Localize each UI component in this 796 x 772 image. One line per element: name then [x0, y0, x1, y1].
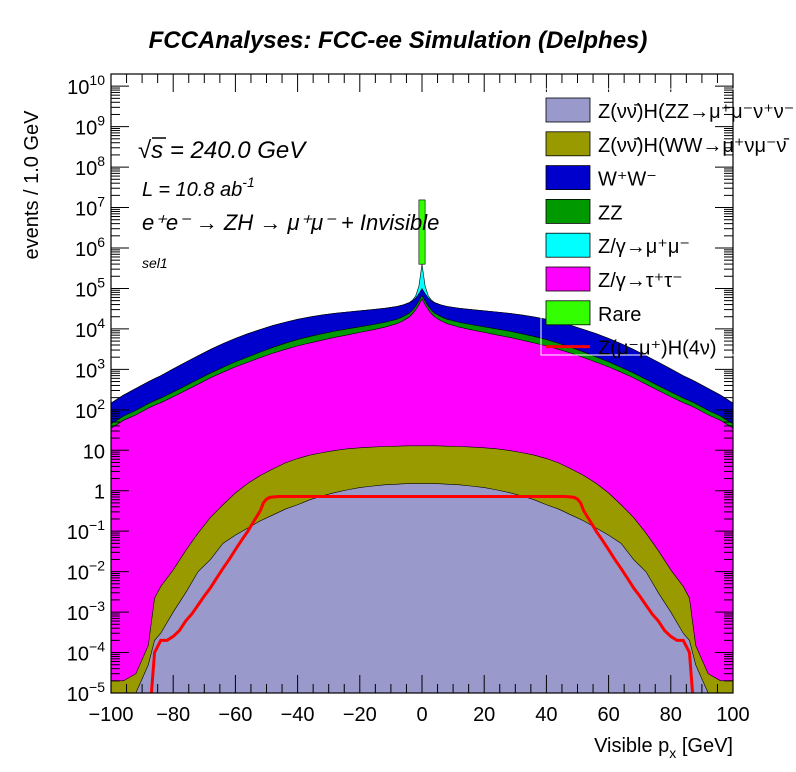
- legend-label: Rare: [598, 304, 641, 326]
- legend: Z(νν̄)H(ZZ→μ⁺μ⁻ν⁺ν⁻ Z(νν̄)H(WW→μ⁺νμ⁻ν̄ W⁺W…: [540, 88, 794, 360]
- y-tick-label: 105: [75, 274, 105, 301]
- y-tick-label: 10−4: [67, 639, 105, 666]
- sqrt-s-annotation: √s = 240.0 GeV: [138, 137, 307, 164]
- sqrt-s-text: s = 240.0 GeV: [151, 137, 307, 164]
- x-tick-label: 20: [473, 704, 495, 726]
- x-axis-label: Visible px [GeV]: [594, 735, 733, 761]
- y-tick-label: 10−1: [67, 517, 105, 544]
- legend-swatch: [545, 266, 591, 292]
- x-tick-label: 100: [716, 704, 749, 726]
- y-tick-label: 10−2: [67, 558, 105, 585]
- x-tick-label: −40: [281, 704, 315, 726]
- x-tick-label: 80: [660, 704, 682, 726]
- x-axis-label-main: Visible p: [594, 735, 669, 757]
- legend-swatch: [545, 165, 591, 191]
- y-tick-label: 1: [94, 482, 105, 504]
- x-tick-label: 60: [597, 704, 619, 726]
- legend-swatch: [545, 232, 591, 258]
- y-tick-label: 109: [75, 113, 105, 140]
- y-tick-label: 10−5: [67, 679, 105, 706]
- y-tick-label: 107: [75, 194, 105, 221]
- lumi-exp: -1: [242, 174, 254, 190]
- legend-swatch: [545, 131, 591, 157]
- y-tick-label: 102: [75, 396, 105, 423]
- y-tick-label: 104: [75, 315, 105, 342]
- lumi-annotation: L = 10.8 ab-1: [142, 174, 255, 201]
- legend-frame: [540, 88, 746, 356]
- legend-label: Z(νν̄)H(WW→μ⁺νμ⁻ν̄: [598, 135, 790, 157]
- signal-line: [149, 494, 695, 693]
- y-tick-label: 10: [83, 441, 105, 463]
- y-tick-label: 10−3: [67, 598, 105, 625]
- x-tick-label: −100: [88, 704, 133, 726]
- x-tick-label: −80: [156, 704, 190, 726]
- series-area-0-z-h-zz: [111, 483, 733, 693]
- x-axis-label-unit: [GeV]: [676, 735, 733, 757]
- legend-label: W⁺W⁻: [598, 169, 657, 191]
- x-tick-label: 0: [416, 704, 427, 726]
- annotations: √s = 240.0 GeV L = 10.8 ab-1 e⁺e⁻ → ZH →…: [138, 137, 439, 271]
- x-axis-label-sub: x: [669, 745, 676, 761]
- y-axis-label: events / 1.0 GeV: [21, 110, 43, 260]
- series-area-6-rare: [418, 199, 426, 265]
- y-tick-label: 108: [75, 153, 105, 180]
- chart-title: FCCAnalyses: FCC-ee Simulation (Delphes): [149, 27, 648, 54]
- legend-label: Z/γ→μ⁺μ⁻: [598, 236, 690, 258]
- y-tick-label: 106: [75, 234, 105, 261]
- legend-swatch: [545, 97, 591, 123]
- legend-swatch: [545, 198, 591, 224]
- process-annotation: e⁺e⁻ → ZH → μ⁺μ⁻ + Invisible: [142, 210, 439, 235]
- legend-label: ZZ: [598, 202, 622, 224]
- lumi-main: L = 10.8 ab: [142, 179, 242, 201]
- x-tick-label: 40: [535, 704, 557, 726]
- x-axis: −100 −80 −60 −40 −20 0 20 40 60 80 100: [88, 74, 750, 726]
- legend-swatch: [545, 300, 591, 326]
- x-tick-label: −20: [343, 704, 377, 726]
- x-tick-label: −60: [218, 704, 252, 726]
- y-tick-label: 103: [75, 355, 105, 382]
- selection-annotation: sel1: [142, 255, 168, 271]
- legend-label: Z/γ→τ⁺τ⁻: [598, 270, 683, 292]
- y-tick-label: 1010: [67, 72, 105, 99]
- legend-label: Z(μ⁻μ⁺)H(4ν): [598, 338, 717, 360]
- legend-label: Z(νν̄)H(ZZ→μ⁺μ⁻ν⁺ν⁻: [598, 101, 794, 123]
- y-axis: 10−5 10−4 10−3 10−2 10−1 1 10 102 103 104 105 106 10…: [67, 72, 733, 706]
- signal-layer: [149, 494, 695, 693]
